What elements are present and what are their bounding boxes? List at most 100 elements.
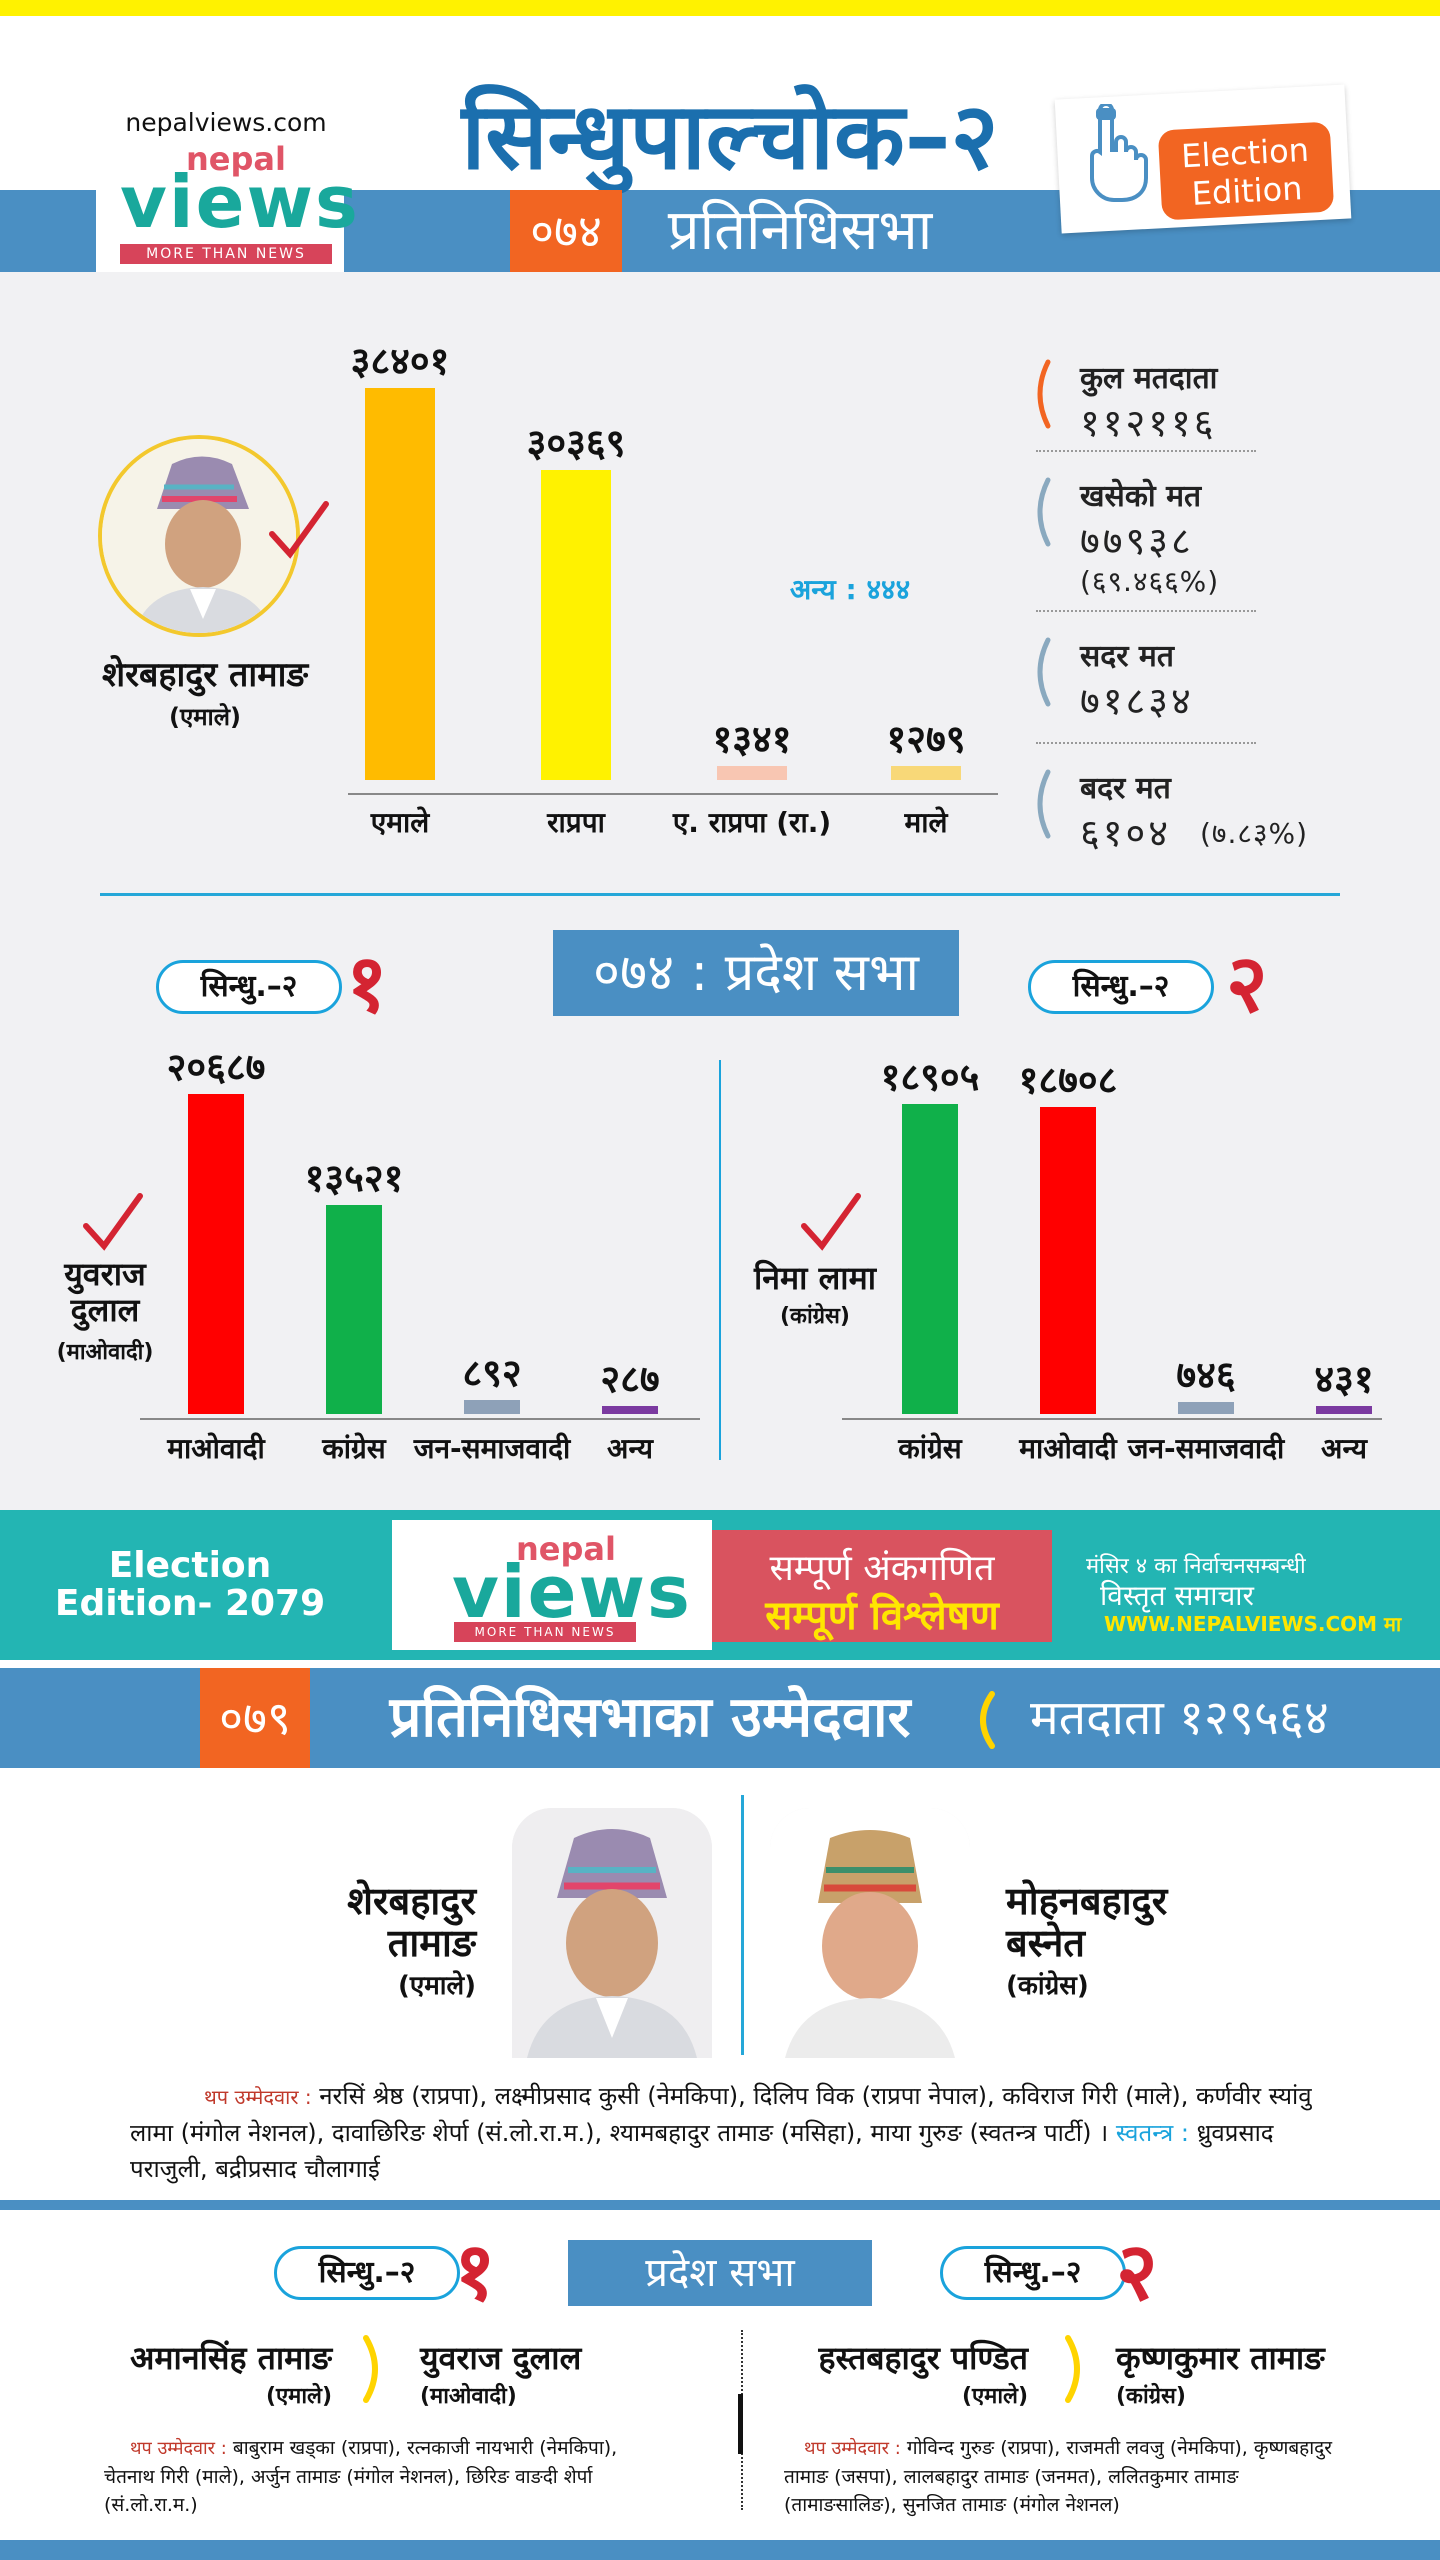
banner-logo-tagline: MORE THAN NEWS	[454, 1622, 636, 1642]
banner-website-link[interactable]: WWW.NEPALVIEWS.COM मा	[1104, 1612, 1402, 1636]
banner-logo-wordmark: views	[452, 1550, 692, 1634]
portrait-icon	[102, 439, 296, 633]
candidate-left-line2: तामाङ	[387, 1921, 476, 1965]
constituency-pill-2: सिन्धु.–२	[1028, 960, 1214, 1014]
top-accent-bar	[0, 0, 1440, 16]
province1-additional-list: बाबुराम खड्का (राप्रपा), रत्नकाजी नायभार…	[104, 2437, 618, 2516]
chart-value-label-4: १२७९	[886, 717, 966, 761]
stat-value-2: ७७९३८	[1080, 519, 1194, 563]
chart-bar-2	[1040, 1107, 1096, 1414]
winner-check-icon-left	[83, 1193, 143, 1251]
winner-name: शेरबहादुर तामाङ	[101, 655, 309, 695]
chart-bar-3	[717, 766, 787, 780]
voters-2079: मतदाता १२९५६४	[1030, 1690, 1329, 1746]
stat-label-2: खसेको मत	[1080, 479, 1202, 514]
site-url[interactable]: nepalviews.com	[125, 108, 327, 137]
province-divider-mark	[738, 2394, 743, 2454]
chart-value-label-4: ४३१	[1314, 1357, 1374, 1401]
independent-list: ध्रुवप्रसाद पराजुली, बद्रीप्रसाद चौलागाई	[130, 2119, 1274, 2183]
winner-left-line2: दुलाल	[70, 1291, 140, 1329]
chart-value-label-1: २०६८७	[166, 1045, 266, 1089]
candidate-right-party: (कांग्रेस)	[1006, 1971, 1089, 2001]
stat-extra-2: (६९.४६६%)	[1080, 565, 1220, 598]
chart-bar-1	[365, 388, 435, 780]
banner-logo-small: nepal	[516, 1530, 616, 1568]
provincial-divider	[719, 1060, 721, 1460]
winner-right-party: (कांग्रेस)	[780, 1304, 850, 1329]
banner-red-panel	[712, 1530, 1052, 1642]
province1-candidate2-name: युवराज दुलाल	[420, 2339, 582, 2377]
candidate-right-line1: मोहनबहादुर	[1006, 1879, 1168, 1923]
province-pill-2: सिन्धु.–२	[940, 2246, 1126, 2300]
section-band	[0, 2200, 1440, 2210]
winner-left-name: युवराज दुलाल	[30, 1256, 180, 1328]
province2-additional-label: थप उम्मेदवार :	[804, 2438, 901, 2459]
constituency-number-2: २	[1226, 937, 1268, 1030]
chart-bar-2	[541, 470, 611, 780]
chart-category-label-2: माओवादी	[1019, 1432, 1117, 1465]
logo-wordmark: views	[120, 160, 360, 244]
additional-candidates-list: नरसिं श्रेष्ठ (राप्रपा), लक्ष्मीप्रसाद क…	[130, 2082, 1312, 2147]
separator-swoosh-icon	[1065, 2335, 1080, 2403]
stat-swoosh-icon-1	[1037, 359, 1051, 429]
stat-label-4: बदर मत	[1080, 771, 1171, 806]
stat-value-1: ११२११६	[1080, 401, 1217, 445]
chart-bar-1	[188, 1094, 244, 1414]
stat-swoosh-icon-4	[1037, 769, 1051, 839]
chart-category-label-4: माले	[904, 806, 948, 839]
portrait-icon	[770, 1808, 970, 2058]
stat-label-3: सदर मत	[1080, 639, 1174, 674]
banner-right-line2: विस्तृत समाचार	[1100, 1579, 1254, 1612]
additional-candidates-label: थप उम्मेदवार :	[204, 2085, 312, 2109]
chart-category-label-2: कांग्रेस	[322, 1432, 386, 1465]
candidate-left-party: (एमाले)	[397, 1971, 476, 2001]
chart-value-label-2: ३०३६९	[526, 421, 626, 465]
candidate-separator	[741, 1795, 744, 2055]
candidate-left-photo	[512, 1808, 712, 2058]
banner-right-line1: मंसिर ४ का निर्वाचनसम्बन्धी	[1086, 1554, 1306, 1579]
page-title: सिन्धुपाल्चोक–२	[461, 83, 999, 190]
banner-left-line1: Election	[108, 1545, 272, 1586]
election-edition-badge: Election Edition	[1157, 121, 1335, 221]
province-number-1: १	[454, 2225, 496, 2318]
province2-additional-list: गोविन्द गुरुङ (राप्रपा), राजमती लवजु (ने…	[784, 2437, 1333, 2516]
stat-separator-2	[1036, 610, 1256, 612]
winner-check-icon	[269, 501, 329, 559]
chart-bar-4	[1316, 1406, 1372, 1414]
chart-axis	[348, 793, 998, 795]
chart-category-label-1: कांग्रेस	[898, 1432, 962, 1465]
provincial-2079-banner: प्रदेश सभा	[568, 2240, 872, 2306]
section-divider	[100, 893, 1340, 896]
chart-category-label-3: जन-समाजवादी	[1127, 1432, 1285, 1465]
chart-value-label-1: ३८४०१	[350, 339, 450, 383]
stat-value-4: ६१०४	[1080, 811, 1172, 855]
provincial-2074-banner: ०७४ : प्रदेश सभा	[553, 930, 959, 1016]
province2-candidate1-name: हस्तबहादुर पण्डित	[818, 2339, 1028, 2377]
candidate-right-photo	[770, 1808, 970, 2058]
constituency-number-1: १	[346, 937, 388, 1030]
chart-value-label-3: १३४१	[712, 717, 792, 761]
logo-box	[96, 100, 344, 272]
province1-additional-label: थप उम्मेदवार :	[130, 2438, 227, 2459]
separator-swoosh-icon	[980, 1691, 995, 1749]
winner-party: (एमाले)	[168, 703, 242, 731]
constituency-pill-1: सिन्धु.–२	[156, 960, 342, 1014]
chart-value-label-3: ८९२	[462, 1351, 522, 1395]
year-box: ०७४	[510, 190, 622, 272]
province-pill-1: सिन्धु.–२	[274, 2246, 460, 2300]
stat-extra-4: (७.८३%)	[1200, 817, 1309, 850]
winner-right-name: निमा लामा	[753, 1259, 877, 1297]
province2-candidate2-name: कृष्णकुमार तामाङ	[1116, 2339, 1325, 2377]
stat-separator-3	[1036, 742, 1256, 744]
winner-left-party: (माओवादी)	[56, 1340, 154, 1365]
province2-additional: थप उम्मेदवार : गोविन्द गुरुङ (राप्रपा), …	[784, 2434, 1344, 2519]
footer-band	[0, 2540, 1440, 2560]
candidates-2079-title: प्रतिनिधिसभाका उम्मेदवार	[389, 1685, 911, 1750]
chart-value-label-2: १८७०८	[1018, 1058, 1118, 1102]
chart-category-label-4: अन्य	[607, 1432, 653, 1465]
chart-category-label-3: जन-समाजवादी	[413, 1432, 571, 1465]
chart-value-label-2: १३५२१	[304, 1156, 404, 1200]
chart-value-label-1: १८९०५	[880, 1055, 980, 1099]
chart-bar-4	[602, 1406, 658, 1414]
winner-photo	[98, 435, 300, 637]
